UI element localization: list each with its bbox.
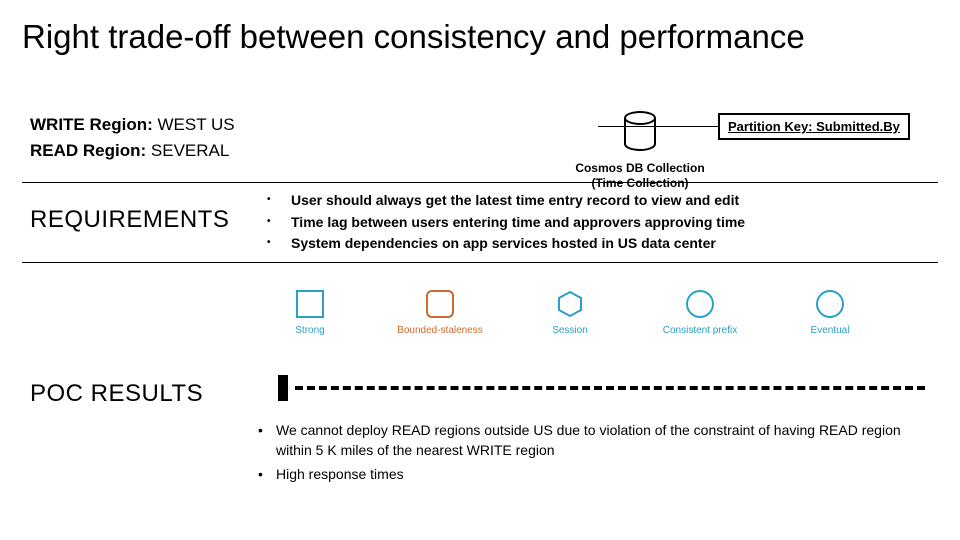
requirements-heading: REQUIREMENTS — [30, 206, 229, 234]
divider-bottom — [22, 262, 938, 263]
divider-top — [22, 182, 938, 183]
db-collection-block: Cosmos DB Collection (Time Collection) — [545, 110, 735, 191]
poc-result-item: We cannot deploy READ regions outside US… — [258, 420, 928, 461]
requirement-item: System dependencies on app services host… — [267, 233, 927, 255]
poc-result-item: High response times — [258, 464, 928, 484]
consistency-level-label: Session — [552, 325, 588, 336]
read-region-value: SEVERAL — [151, 141, 229, 160]
consistency-shape-icon — [556, 290, 584, 318]
consistency-shape-icon — [426, 290, 454, 318]
consistency-level-label: Eventual — [811, 325, 850, 336]
consistency-level-item: Session — [540, 290, 600, 336]
consistency-level-item: Strong — [280, 290, 340, 336]
poc-heading: POC RESULTS — [30, 380, 203, 408]
slide: Right trade-off between consistency and … — [0, 0, 960, 540]
poc-slider-track — [295, 386, 925, 390]
consistency-shape-icon — [816, 290, 844, 318]
db-label-line1: Cosmos DB Collection — [545, 161, 735, 176]
consistency-level-item: Bounded-staleness — [410, 290, 470, 336]
consistency-level-item: Consistent prefix — [670, 290, 730, 336]
consistency-level-item: Eventual — [800, 290, 860, 336]
read-region-label: READ Region: — [30, 141, 151, 160]
write-region-row: WRITE Region: WEST US — [30, 115, 235, 135]
consistency-shape-icon — [296, 290, 324, 318]
slide-title: Right trade-off between consistency and … — [22, 18, 805, 56]
write-region-value: WEST US — [157, 115, 234, 134]
consistency-level-label: Consistent prefix — [663, 325, 737, 336]
consistency-shape-icon — [686, 290, 714, 318]
database-icon — [620, 110, 660, 152]
requirement-item: Time lag between users entering time and… — [267, 212, 927, 234]
consistency-level-label: Strong — [295, 325, 324, 336]
partition-key-connector — [598, 126, 718, 127]
region-info: WRITE Region: WEST US READ Region: SEVER… — [30, 115, 235, 167]
write-region-label: WRITE Region: — [30, 115, 157, 134]
poc-results-list: We cannot deploy READ regions outside US… — [258, 420, 928, 487]
requirement-item: User should always get the latest time e… — [267, 190, 927, 212]
read-region-row: READ Region: SEVERAL — [30, 141, 235, 161]
poc-slider-pin — [278, 375, 288, 401]
partition-key-box: Partition Key: Submitted.By — [718, 113, 910, 140]
consistency-levels-row: Strong Bounded-staleness Session Consistent… — [280, 290, 860, 336]
db-label-line2: (Time Collection) — [545, 176, 735, 191]
requirements-list: User should always get the latest time e… — [267, 190, 927, 255]
consistency-level-label: Bounded-staleness — [397, 325, 483, 336]
